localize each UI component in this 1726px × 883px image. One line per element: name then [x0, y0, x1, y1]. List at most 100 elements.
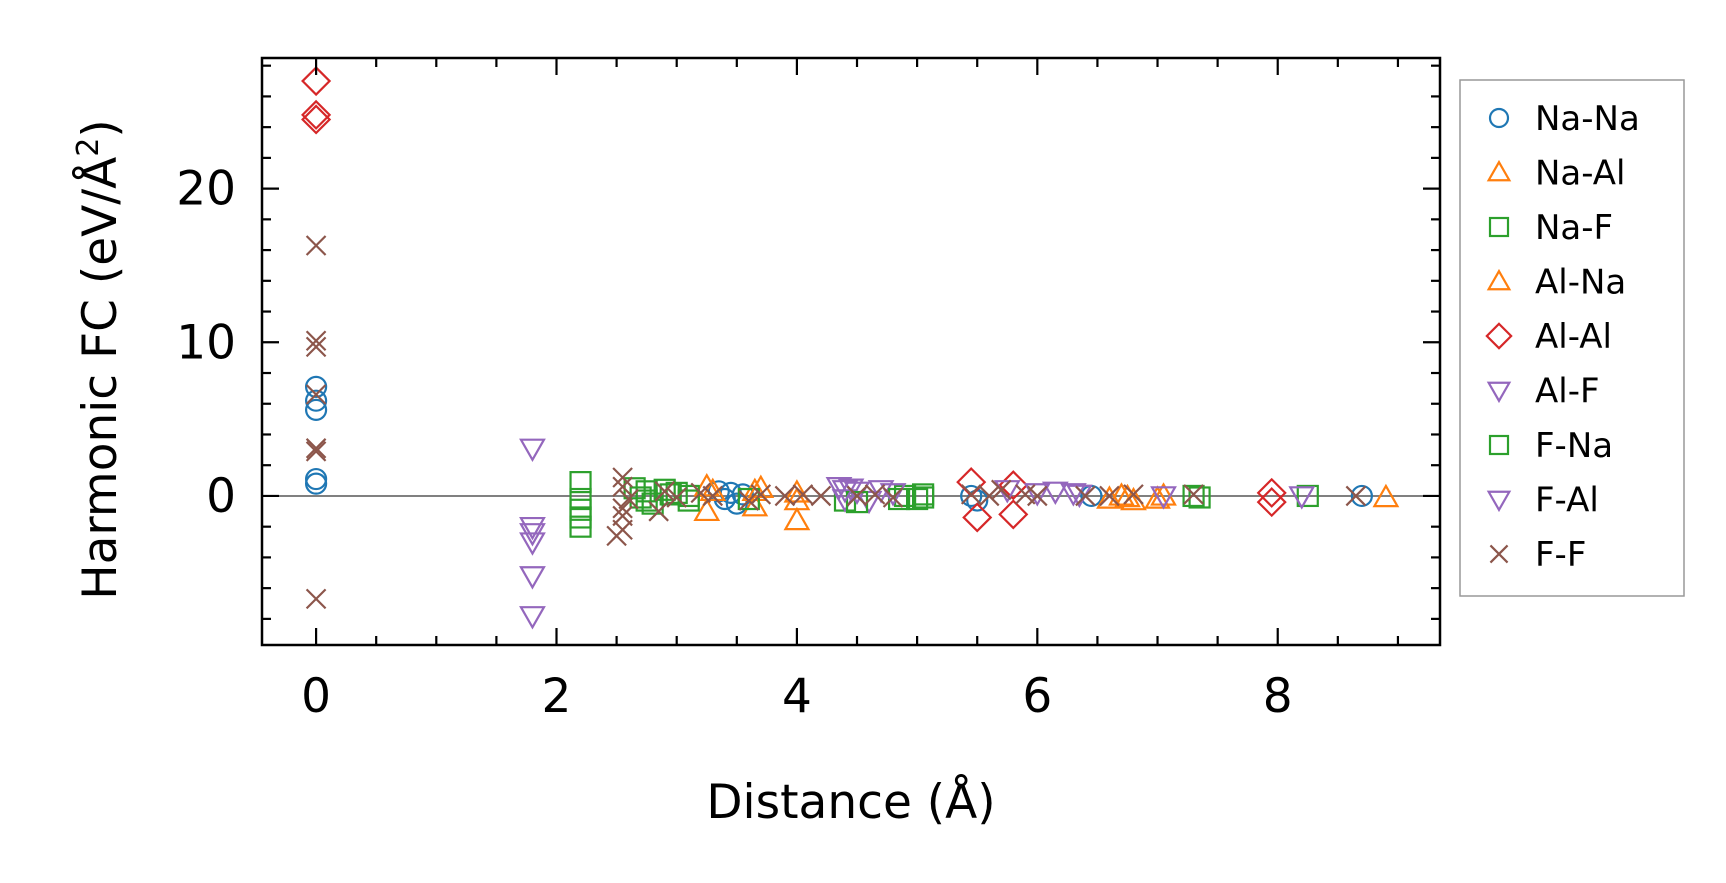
data-point-f-na: [912, 486, 935, 509]
data-point-al-f: [519, 438, 546, 463]
legend-label-na-f: Na-F: [1535, 208, 1613, 248]
data-point-al-f: [1023, 483, 1051, 507]
x-tick-label: 8: [1263, 669, 1293, 724]
data-point-al-na: [1150, 482, 1177, 506]
data-point-na-al: [693, 473, 721, 497]
data-point-al-al: [962, 502, 993, 533]
data-point-f-f: [666, 487, 687, 508]
y-axis-label: Harmonic FC (eV/Å2): [71, 119, 128, 599]
data-point-al-f: [519, 566, 546, 590]
data-point-al-na: [1108, 482, 1135, 506]
data-point-na-al: [741, 492, 769, 517]
data-point-f-f: [612, 467, 633, 488]
legend-marker-al-f: [1486, 381, 1512, 404]
data-point-f-f: [612, 476, 633, 498]
legend: Na-Na Na-Al Na-F Al-Na Al-Al Al-F F-Na F-Al F-F: [1459, 79, 1685, 597]
data-point-f-f: [305, 336, 327, 358]
data-point-na-f: [906, 487, 929, 511]
x-tick-label: 0: [301, 669, 331, 724]
data-point-f-f: [1099, 485, 1120, 507]
data-point-f-f: [960, 484, 982, 505]
y-tick-label: 10: [176, 315, 236, 370]
data-point-al-na: [747, 474, 775, 498]
legend-marker-al-al: [1485, 322, 1513, 350]
data-point-al-al: [1256, 477, 1287, 508]
x-axis-label: Distance (Å): [706, 775, 995, 830]
data-point-f-f: [702, 485, 724, 507]
y-axis-label-main: Harmonic FC (eV/Å: [73, 157, 128, 600]
legend-marker-na-na: [1488, 107, 1510, 129]
data-point-na-f: [569, 471, 592, 494]
data-point-na-al: [693, 497, 721, 522]
data-point-f-f: [750, 484, 772, 505]
data-point-al-f: [1041, 481, 1069, 506]
data-point-f-f: [305, 441, 327, 462]
data-point-na-na: [960, 484, 983, 508]
legend-marker-na-al: [1486, 159, 1512, 182]
data-point-f-f: [305, 438, 327, 459]
data-point-f-f: [305, 235, 327, 256]
legend-label-f-f: F-F: [1535, 535, 1586, 575]
y-tick-label: 20: [176, 162, 236, 217]
y-axis-label-close: ): [73, 119, 128, 137]
data-point-f-f: [618, 488, 639, 510]
data-point-na-al: [783, 506, 811, 531]
data-point-al-f: [837, 478, 865, 502]
data-point-na-f: [1296, 484, 1319, 508]
data-point-na-al: [1144, 485, 1171, 509]
legend-label-al-al: Al-Al: [1535, 317, 1612, 357]
data-point-al-f: [519, 606, 546, 630]
data-point-al-al: [301, 99, 332, 130]
data-point-na-na: [304, 389, 328, 412]
data-point-na-f: [737, 487, 760, 511]
data-point-na-f: [569, 515, 592, 538]
data-point-na-f: [1182, 484, 1205, 508]
y-axis-label-superscript: 2: [71, 138, 106, 157]
data-point-na-na: [304, 472, 328, 495]
data-point-na-na: [1350, 484, 1373, 508]
data-point-f-f: [792, 484, 814, 505]
legend-marker-f-al: [1486, 490, 1512, 513]
data-point-f-f: [1075, 485, 1096, 507]
legend-label-na-al: Na-Al: [1535, 154, 1626, 194]
series-f-f: [305, 235, 1367, 610]
data-point-f-f: [654, 481, 675, 502]
data-point-f-f: [1123, 484, 1144, 505]
data-point-f-f: [1345, 485, 1367, 507]
data-point-na-na: [731, 483, 754, 506]
ticks-layer: 0 2 4 6 8 0 10 20: [176, 58, 1440, 724]
legend-marker-f-na: [1488, 434, 1510, 456]
data-point-f-f: [612, 497, 633, 519]
data-point-f-al: [1150, 486, 1177, 510]
data-point-f-f: [690, 482, 712, 504]
data-point-na-na: [304, 375, 328, 398]
x-tick-label: 4: [782, 669, 812, 724]
plot-area-frame: [260, 56, 1442, 647]
y-tick-label: 0: [206, 469, 236, 524]
data-point-al-al: [998, 499, 1029, 530]
data-points-layer: [301, 65, 1400, 630]
data-point-f-f: [606, 525, 627, 547]
legend-label-al-na: Al-Na: [1535, 263, 1626, 303]
data-point-f-f: [978, 485, 1000, 507]
x-tick-label: 2: [542, 669, 572, 724]
data-point-f-f: [305, 384, 327, 405]
data-point-al-f: [519, 532, 546, 556]
data-point-na-na: [304, 398, 328, 421]
data-point-f-f: [738, 490, 760, 511]
data-point-al-f: [1059, 483, 1087, 507]
legend-label-na-na: Na-Na: [1535, 99, 1640, 139]
data-point-al-al: [301, 104, 332, 135]
data-point-f-f: [648, 501, 669, 522]
data-point-al-f: [519, 516, 546, 541]
data-point-f-f: [846, 485, 868, 507]
data-point-f-al: [879, 483, 907, 507]
data-point-f-f: [305, 588, 327, 610]
data-point-f-f: [305, 330, 327, 352]
data-point-f-f: [864, 484, 886, 505]
data-point-f-f: [1027, 485, 1048, 507]
legend-marker-al-na: [1486, 268, 1512, 291]
data-point-f-f: [990, 479, 1012, 501]
